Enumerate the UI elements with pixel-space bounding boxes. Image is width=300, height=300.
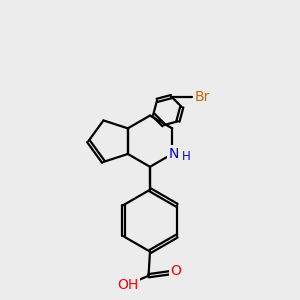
Text: Br: Br [195, 90, 210, 104]
Text: O: O [170, 264, 181, 278]
Text: N: N [169, 147, 179, 161]
Text: OH: OH [117, 278, 139, 292]
Text: H: H [182, 150, 190, 164]
